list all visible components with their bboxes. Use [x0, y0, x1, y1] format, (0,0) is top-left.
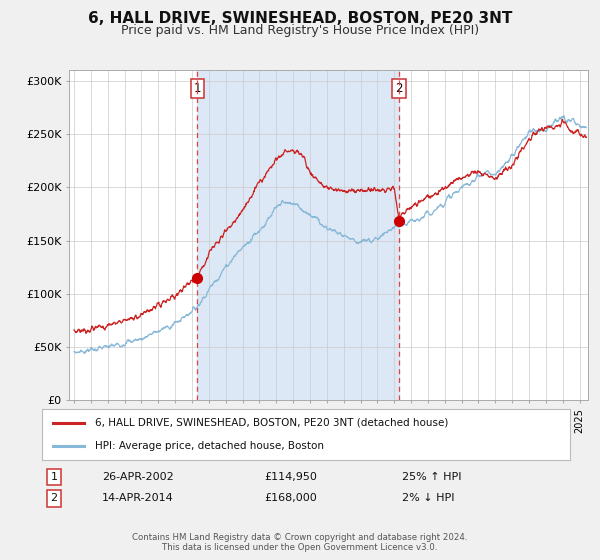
Text: This data is licensed under the Open Government Licence v3.0.: This data is licensed under the Open Gov… [163, 543, 437, 552]
Text: £168,000: £168,000 [264, 493, 317, 503]
Text: Price paid vs. HM Land Registry's House Price Index (HPI): Price paid vs. HM Land Registry's House … [121, 24, 479, 37]
Text: 6, HALL DRIVE, SWINESHEAD, BOSTON, PE20 3NT: 6, HALL DRIVE, SWINESHEAD, BOSTON, PE20 … [88, 11, 512, 26]
Text: 25% ↑ HPI: 25% ↑ HPI [402, 472, 461, 482]
Text: 2: 2 [395, 82, 403, 95]
Bar [197, 70, 399, 400]
Text: 6, HALL DRIVE, SWINESHEAD, BOSTON, PE20 3NT (detached house): 6, HALL DRIVE, SWINESHEAD, BOSTON, PE20 … [95, 418, 448, 428]
Text: 2: 2 [50, 493, 58, 503]
Text: Contains HM Land Registry data © Crown copyright and database right 2024.: Contains HM Land Registry data © Crown c… [132, 533, 468, 542]
Text: £114,950: £114,950 [264, 472, 317, 482]
Text: 1: 1 [194, 82, 201, 95]
Text: 1: 1 [50, 472, 58, 482]
Text: 2% ↓ HPI: 2% ↓ HPI [402, 493, 455, 503]
Text: HPI: Average price, detached house, Boston: HPI: Average price, detached house, Bost… [95, 441, 324, 451]
Text: 26-APR-2002: 26-APR-2002 [102, 472, 174, 482]
Text: 14-APR-2014: 14-APR-2014 [102, 493, 174, 503]
